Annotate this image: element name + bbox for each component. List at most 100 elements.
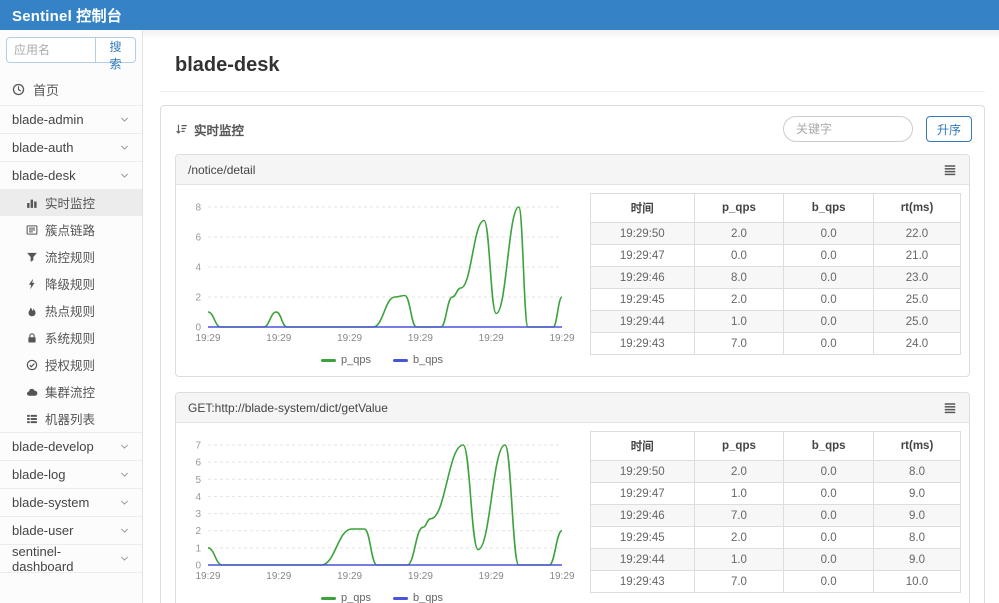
table-cell: 8.0: [693, 266, 785, 289]
table-header-row: 时间 p_qps b_qps rt(ms): [590, 193, 962, 223]
table-cell: 19:29:50: [590, 222, 695, 245]
sidebar-group-blade-develop[interactable]: blade-develop: [0, 432, 142, 460]
column-header: 时间: [590, 193, 695, 223]
sidebar-group-blade-desk[interactable]: blade-desk: [0, 161, 142, 189]
svg-text:19:29: 19:29: [266, 571, 291, 582]
app-search-button[interactable]: 搜索: [95, 37, 136, 71]
legend-item-b_qps[interactable]: b_qps: [393, 592, 443, 603]
sidebar-group-blade-system[interactable]: blade-system: [0, 488, 142, 516]
keyword-input[interactable]: [782, 116, 913, 142]
table-cell: 19:29:44: [590, 310, 695, 333]
svg-text:19:29: 19:29: [408, 333, 433, 344]
table-row: 19:29:50 2.0 0.0 8.0: [590, 460, 962, 483]
metrics-table-wrap: 时间 p_qps b_qps rt(ms) 19:29:50 2.0 0.0 22.0 19:2…: [590, 191, 962, 355]
legend-dash: [393, 358, 408, 362]
resource-panel-header: GET:http://blade-system/dict/getValue: [176, 393, 969, 423]
table-row: 19:29:46 8.0 0.0 23.0: [590, 266, 962, 289]
svg-text:1: 1: [195, 543, 201, 554]
table-cell: 1.0: [693, 482, 785, 505]
chevron-down-icon: [119, 497, 130, 508]
legend-item-p_qps[interactable]: p_qps: [321, 592, 371, 603]
sidebar-subitem-label: 实时监控: [45, 197, 96, 211]
table-cell: 9.0: [872, 482, 962, 505]
table-cell: 25.0: [872, 310, 962, 333]
table-cell: 2.0: [693, 222, 785, 245]
table-row: 19:29:50 2.0 0.0 22.0: [590, 222, 962, 245]
chevron-down-icon: [119, 469, 130, 480]
sidebar-subitem-label: 簇点链路: [45, 224, 96, 238]
table-cell: 1.0: [693, 310, 785, 333]
sidebar-subitem-machine-list[interactable]: 机器列表: [0, 405, 142, 432]
menu-icon[interactable]: [943, 401, 957, 415]
table-cell: 0.0: [783, 526, 874, 549]
sidebar-group-blade-log[interactable]: blade-log: [0, 460, 142, 488]
table-cell: 19:29:47: [590, 244, 695, 267]
svg-text:4: 4: [195, 263, 201, 274]
filter-icon: [26, 251, 38, 263]
check-circle-icon: [26, 359, 38, 371]
sidebar-subitem-flow-rules[interactable]: 流控规则: [0, 243, 142, 270]
clock-icon: [12, 83, 25, 96]
legend-item-p_qps[interactable]: p_qps: [321, 354, 371, 366]
resource-panel: /notice/detail 0 2 4 6 8 19:29 19:29 19:29 19:29 1…: [175, 154, 970, 377]
sidebar-subitem-authority-rules[interactable]: 授权规则: [0, 351, 142, 378]
sidebar-subitem-label: 热点规则: [45, 305, 96, 319]
table-cell: 7.0: [693, 570, 785, 593]
column-header: 时间: [590, 431, 695, 461]
svg-text:19:29: 19:29: [195, 571, 220, 582]
sidebar-group-blade-auth[interactable]: blade-auth: [0, 133, 142, 161]
legend-item-b_qps[interactable]: b_qps: [393, 354, 443, 366]
table-cell: 2.0: [693, 526, 785, 549]
table-header-row: 时间 p_qps b_qps rt(ms): [590, 431, 962, 461]
navbar-shadow: [143, 30, 999, 38]
sidebar-group-sentinel-dashboard[interactable]: sentinel-dashboard: [0, 544, 142, 574]
app-search-input[interactable]: [6, 37, 95, 63]
sidebar-subitem-cluster-point-link[interactable]: 簇点链路: [0, 216, 142, 243]
svg-text:0: 0: [195, 561, 201, 572]
column-header: rt(ms): [872, 193, 962, 223]
column-header: b_qps: [783, 431, 874, 461]
svg-text:19:29: 19:29: [266, 333, 291, 344]
table-row: 19:29:45 2.0 0.0 25.0: [590, 288, 962, 311]
svg-text:4: 4: [195, 492, 201, 503]
chevron-down-icon: [119, 142, 130, 153]
table-cell: 9.0: [872, 548, 962, 571]
legend-label: b_qps: [413, 592, 443, 603]
sidebar-item-home[interactable]: 首页: [0, 73, 142, 105]
resource-panel-body: 0 2 4 6 8 19:29 19:29 19:29 19:29 19:29 19:29 p_qps…: [176, 185, 969, 376]
sidebar-subitem-label: 集群流控: [45, 386, 96, 400]
menu-icon[interactable]: [943, 163, 957, 177]
sidebar-group-label: blade-auth: [12, 140, 74, 155]
sidebar-subitem-system-rules[interactable]: 系统规则: [0, 324, 142, 351]
metrics-table: 时间 p_qps b_qps rt(ms) 19:29:50 2.0 0.0 22.0 19:2…: [590, 193, 962, 355]
stats-icon: [26, 197, 38, 209]
sidebar-subitem-realtime-monitoring[interactable]: 实时监控: [0, 189, 142, 216]
table-cell: 0.0: [783, 460, 874, 483]
table-row: 19:29:46 7.0 0.0 9.0: [590, 504, 962, 527]
svg-text:19:29: 19:29: [479, 571, 504, 582]
resource-title: GET:http://blade-system/dict/getValue: [188, 400, 388, 415]
realtime-monitor-header: 实时监控 升序: [161, 106, 984, 150]
sidebar-subitem-degrade-rules[interactable]: 降级规则: [0, 270, 142, 297]
sidebar-subitem-cluster-flow-control[interactable]: 集群流控: [0, 378, 142, 405]
ascending-sort-button[interactable]: 升序: [925, 116, 972, 142]
qps-line-chart: 0 2 4 6 8 19:29 19:29 19:29 19:29 19:29 19:29: [195, 203, 575, 345]
table-cell: 22.0: [872, 222, 962, 245]
svg-text:6: 6: [195, 233, 201, 244]
table-cell: 19:29:46: [590, 504, 695, 527]
sidebar-group-label: blade-user: [12, 523, 74, 538]
resource-panel: GET:http://blade-system/dict/getValue 0 1 2…: [175, 392, 970, 603]
sidebar-subitem-hotspot-rules[interactable]: 热点规则: [0, 297, 142, 324]
svg-text:6: 6: [195, 458, 201, 469]
table-cell: 24.0: [872, 332, 962, 355]
table-cell: 0.0: [783, 266, 874, 289]
table-cell: 0.0: [783, 570, 874, 593]
sidebar-subitem-label: 机器列表: [45, 413, 96, 427]
table-row: 19:29:45 2.0 0.0 8.0: [590, 526, 962, 549]
cloud-icon: [26, 386, 38, 398]
sidebar-group-blade-admin[interactable]: blade-admin: [0, 105, 142, 133]
lock-icon: [26, 332, 38, 344]
sidebar-group-blade-user[interactable]: blade-user: [0, 516, 142, 544]
table-row: 19:29:47 1.0 0.0 9.0: [590, 482, 962, 505]
sidebar-subitem-label: 流控规则: [45, 251, 96, 265]
